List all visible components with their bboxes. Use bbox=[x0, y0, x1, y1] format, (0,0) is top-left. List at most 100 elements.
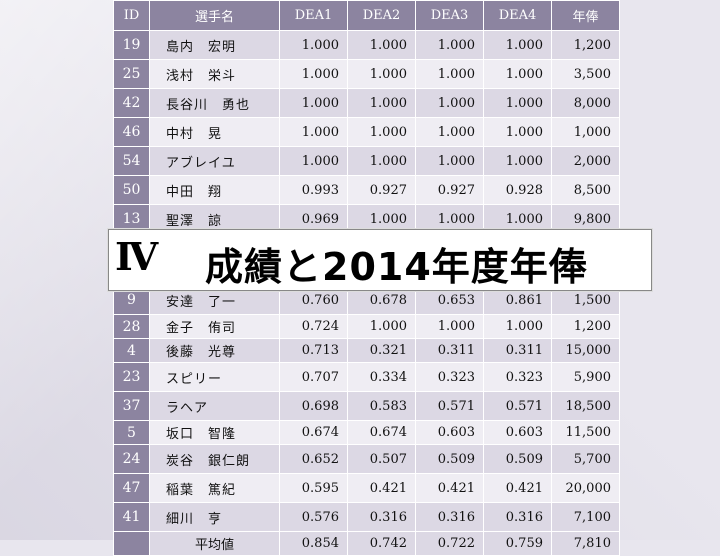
dea4-value: 1.000 bbox=[483, 314, 552, 339]
player-id: 28 bbox=[113, 314, 150, 339]
dea1-value: 0.707 bbox=[279, 362, 348, 392]
header-dea2: DEA2 bbox=[347, 0, 416, 31]
player-name: 炭谷 銀仁朗 bbox=[149, 444, 280, 474]
dea4-value: 0.323 bbox=[483, 362, 552, 392]
salary-value: 20,000 bbox=[551, 473, 620, 503]
dea2-value: 1.000 bbox=[347, 88, 416, 118]
dea2-value: 0.316 bbox=[347, 502, 416, 532]
player-name: アブレイユ bbox=[149, 146, 280, 176]
dea1-value: 1.000 bbox=[279, 30, 348, 60]
player-name: スピリー bbox=[149, 362, 280, 392]
player-name: 島内 宏明 bbox=[149, 30, 280, 60]
table-row: 47 稲葉 篤紀 0.595 0.421 0.421 0.421 20,000 bbox=[113, 473, 620, 503]
average-dea1: 0.854 bbox=[279, 531, 348, 556]
dea2-value: 0.674 bbox=[347, 420, 416, 445]
player-id: 23 bbox=[113, 362, 150, 392]
dea4-value: 1.000 bbox=[483, 117, 552, 147]
table-row: 25 浅村 栄斗 1.000 1.000 1.000 1.000 3,500 bbox=[113, 59, 620, 89]
dea3-value: 1.000 bbox=[415, 88, 484, 118]
player-name: ラヘア bbox=[149, 391, 280, 421]
salary-value: 2,000 bbox=[551, 146, 620, 176]
player-name: 中村 晃 bbox=[149, 117, 280, 147]
player-name: 稲葉 篤紀 bbox=[149, 473, 280, 503]
player-id: 50 bbox=[113, 175, 150, 205]
table-header-row: ID 選手名 DEA1 DEA2 DEA3 DEA4 年俸 bbox=[113, 0, 620, 31]
salary-value: 3,500 bbox=[551, 59, 620, 89]
player-id: 4 bbox=[113, 338, 150, 363]
section-number: Ⅳ bbox=[115, 234, 159, 279]
salary-value: 1,000 bbox=[551, 117, 620, 147]
dea1-value: 0.993 bbox=[279, 175, 348, 205]
dea2-value: 1.000 bbox=[347, 146, 416, 176]
dea3-value: 0.323 bbox=[415, 362, 484, 392]
dea4-value: 1.000 bbox=[483, 146, 552, 176]
dea2-value: 1.000 bbox=[347, 117, 416, 147]
average-row: 平均値 0.854 0.742 0.722 0.759 7,810 bbox=[113, 531, 620, 556]
salary-value: 15,000 bbox=[551, 338, 620, 363]
salary-value: 11,500 bbox=[551, 420, 620, 445]
table-row: 41 細川 亨 0.576 0.316 0.316 0.316 7,100 bbox=[113, 502, 620, 532]
dea2-value: 0.321 bbox=[347, 338, 416, 363]
player-name: 坂口 智隆 bbox=[149, 420, 280, 445]
player-name: 浅村 栄斗 bbox=[149, 59, 280, 89]
player-name: 後藤 光尊 bbox=[149, 338, 280, 363]
player-id: 5 bbox=[113, 420, 150, 445]
average-dea3: 0.722 bbox=[415, 531, 484, 556]
dea1-value: 1.000 bbox=[279, 88, 348, 118]
salary-value: 8,000 bbox=[551, 88, 620, 118]
dea1-value: 0.576 bbox=[279, 502, 348, 532]
average-label: 平均値 bbox=[149, 531, 280, 556]
salary-value: 1,200 bbox=[551, 314, 620, 339]
dea4-value: 1.000 bbox=[483, 59, 552, 89]
dea3-value: 1.000 bbox=[415, 59, 484, 89]
salary-value: 5,700 bbox=[551, 444, 620, 474]
dea3-value: 1.000 bbox=[415, 117, 484, 147]
player-id: 41 bbox=[113, 502, 150, 532]
dea1-value: 1.000 bbox=[279, 117, 348, 147]
table-row: 46 中村 晃 1.000 1.000 1.000 1.000 1,000 bbox=[113, 117, 620, 147]
table-row: 37 ラヘア 0.698 0.583 0.571 0.571 18,500 bbox=[113, 391, 620, 421]
average-dea2: 0.742 bbox=[347, 531, 416, 556]
dea2-value: 0.927 bbox=[347, 175, 416, 205]
dea3-value: 0.927 bbox=[415, 175, 484, 205]
dea1-value: 0.698 bbox=[279, 391, 348, 421]
salary-value: 8,500 bbox=[551, 175, 620, 205]
header-salary: 年俸 bbox=[551, 0, 620, 31]
player-id: 25 bbox=[113, 59, 150, 89]
dea2-value: 0.334 bbox=[347, 362, 416, 392]
salary-value: 9,800 bbox=[551, 204, 620, 234]
dea4-value: 0.421 bbox=[483, 473, 552, 503]
table-row: 54 アブレイユ 1.000 1.000 1.000 1.000 2,000 bbox=[113, 146, 620, 176]
dea3-value: 1.000 bbox=[415, 30, 484, 60]
header-player-name: 選手名 bbox=[149, 0, 280, 31]
player-id: 24 bbox=[113, 444, 150, 474]
player-name: 金子 侑司 bbox=[149, 314, 280, 339]
player-id: 19 bbox=[113, 30, 150, 60]
dea1-value: 0.724 bbox=[279, 314, 348, 339]
table-row: 4 後藤 光尊 0.713 0.321 0.311 0.311 15,000 bbox=[113, 338, 620, 363]
dea4-value: 0.603 bbox=[483, 420, 552, 445]
player-id: 13 bbox=[113, 204, 150, 234]
dea3-value: 0.316 bbox=[415, 502, 484, 532]
table-row: 5 坂口 智隆 0.674 0.674 0.603 0.603 11,500 bbox=[113, 420, 620, 445]
dea2-value: 1.000 bbox=[347, 314, 416, 339]
dea4-value: 1.000 bbox=[483, 88, 552, 118]
table-row: 19 島内 宏明 1.000 1.000 1.000 1.000 1,200 bbox=[113, 30, 620, 60]
dea2-value: 1.000 bbox=[347, 204, 416, 234]
dea4-value: 1.000 bbox=[483, 30, 552, 60]
table-row: 28 金子 侑司 0.724 1.000 1.000 1.000 1,200 bbox=[113, 314, 620, 339]
average-salary: 7,810 bbox=[551, 531, 620, 556]
header-dea3: DEA3 bbox=[415, 0, 484, 31]
dea1-value: 0.595 bbox=[279, 473, 348, 503]
salary-value: 5,900 bbox=[551, 362, 620, 392]
table-row: 13 聖澤 諒 0.969 1.000 1.000 1.000 9,800 bbox=[113, 204, 620, 234]
dea3-value: 1.000 bbox=[415, 314, 484, 339]
dea3-value: 0.311 bbox=[415, 338, 484, 363]
dea2-value: 0.421 bbox=[347, 473, 416, 503]
dea1-value: 1.000 bbox=[279, 59, 348, 89]
player-name: 聖澤 諒 bbox=[149, 204, 280, 234]
player-id: 54 bbox=[113, 146, 150, 176]
table-row: 23 スピリー 0.707 0.334 0.323 0.323 5,900 bbox=[113, 362, 620, 392]
dea3-value: 1.000 bbox=[415, 146, 484, 176]
dea4-value: 0.316 bbox=[483, 502, 552, 532]
